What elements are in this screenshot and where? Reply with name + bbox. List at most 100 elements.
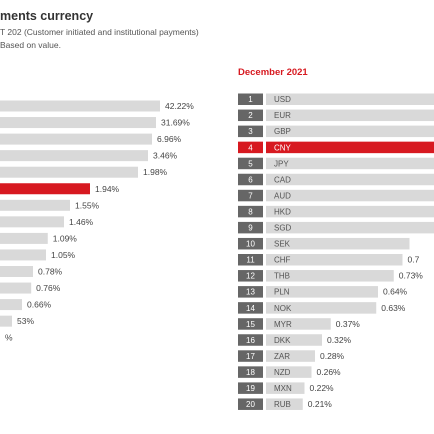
currency-label: NOK: [274, 304, 292, 313]
rank-number: 18: [246, 368, 255, 377]
right-bar: [266, 254, 403, 266]
rank-box: [238, 270, 263, 282]
left-bar-value: 1.55%: [75, 200, 100, 210]
rank-box: [238, 221, 263, 234]
left-bar: [0, 117, 156, 129]
left-bar: [0, 133, 152, 145]
right-bar: [266, 237, 410, 250]
currency-label: CAD: [274, 175, 291, 184]
rank-box: [238, 286, 263, 298]
right-bar: [266, 286, 378, 298]
left-bar: [0, 249, 46, 261]
rank-box: [238, 205, 263, 218]
rank-number: 7: [248, 191, 253, 200]
currency-label: SEK: [274, 240, 291, 249]
currency-label: EUR: [274, 111, 291, 120]
right-bar-value: 0.63%: [381, 303, 406, 313]
rank-box: [238, 141, 263, 154]
currency-label: SGD: [274, 224, 292, 233]
left-bar-value: 53%: [17, 316, 34, 326]
currency-label: USD: [274, 95, 291, 104]
rank-box: [238, 189, 263, 202]
currency-label: DKK: [274, 336, 291, 345]
rank-number: 13: [246, 288, 255, 297]
left-bar: [0, 166, 138, 178]
left-bar: [0, 315, 12, 327]
rank-box: [238, 254, 263, 266]
rank-number: 3: [248, 127, 253, 136]
currency-label: MXN: [274, 384, 292, 393]
left-bar: [0, 100, 160, 112]
rank-number: 19: [246, 384, 255, 393]
right-bar-value: 0.28%: [320, 351, 345, 361]
right-bar: [266, 350, 315, 362]
rank-number: 5: [248, 159, 253, 168]
rank-box: [238, 93, 263, 105]
left-bar-value: 1.09%: [53, 233, 78, 243]
left-bar: [0, 216, 64, 228]
rank-number: 1: [248, 95, 253, 104]
right-bar-value: 0.7: [408, 255, 420, 265]
right-bar: [266, 270, 394, 282]
chart-title: ments currency: [0, 9, 94, 23]
rank-box: [238, 398, 263, 410]
rank-box: [238, 125, 263, 138]
left-bar-value: 0.76%: [36, 283, 61, 293]
chart-subtitle-line-1: T 202 (Customer initiated and institutio…: [0, 27, 199, 37]
rank-number: 9: [248, 224, 253, 233]
currency-label: HKD: [274, 207, 291, 216]
left-bar-value: 3.46%: [153, 151, 178, 161]
right-bar: [266, 109, 434, 122]
right-bar: [266, 302, 377, 314]
left-bar-value: 1.46%: [69, 217, 94, 227]
left-bar: [0, 266, 33, 277]
rank-box: [238, 173, 263, 186]
currency-label: AUD: [274, 191, 291, 200]
rank-number: 15: [246, 320, 255, 329]
right-bar: [266, 125, 434, 138]
left-bar: [0, 183, 90, 195]
left-bar-value: 6.96%: [157, 134, 182, 144]
rank-box: [238, 302, 263, 314]
right-bar-value: 0.21%: [308, 399, 333, 409]
right-bar: [266, 157, 434, 170]
right-bar-value: 0.37%: [336, 319, 361, 329]
rank-box: [238, 237, 263, 250]
right-bar: [266, 382, 305, 394]
rank-number: 2: [248, 111, 253, 120]
left-bar-value: 1.98%: [143, 167, 168, 177]
rank-number: 11: [246, 256, 255, 265]
rank-number: 4: [248, 143, 253, 152]
rank-box: [238, 366, 263, 378]
chart-subtitle-line-2: Based on value.: [0, 40, 61, 50]
currency-label: CNY: [274, 143, 292, 152]
left-bar: [0, 199, 70, 211]
left-bar: [0, 232, 48, 244]
currency-label: CHF: [274, 256, 291, 265]
rank-box: [238, 350, 263, 362]
rank-box: [238, 109, 263, 122]
left-bar-value: 1.05%: [51, 250, 76, 260]
rank-number: 12: [246, 272, 255, 281]
left-bar: [0, 282, 32, 294]
rank-number: 10: [246, 240, 255, 249]
right-bar: [266, 318, 331, 330]
right-bar: [266, 173, 434, 186]
right-bar: [266, 221, 434, 234]
currency-label: NZD: [274, 368, 291, 377]
left-bar-value: 0.78%: [38, 267, 63, 277]
left-bar-value: 1.94%: [95, 184, 120, 194]
right-bar: [266, 398, 303, 410]
rank-number: 8: [248, 207, 253, 216]
right-bar-value: 0.73%: [399, 271, 424, 281]
left-bar-value: 0.66%: [27, 300, 52, 310]
rank-number: 17: [246, 352, 255, 361]
right-bar-value: 0.32%: [327, 335, 352, 345]
currency-label: ZAR: [274, 352, 290, 361]
left-bar-value: %: [5, 333, 13, 343]
currency-label: THB: [274, 272, 290, 281]
left-bar: [0, 150, 148, 162]
currency-label: GBP: [274, 127, 291, 136]
rank-box: [238, 382, 263, 394]
